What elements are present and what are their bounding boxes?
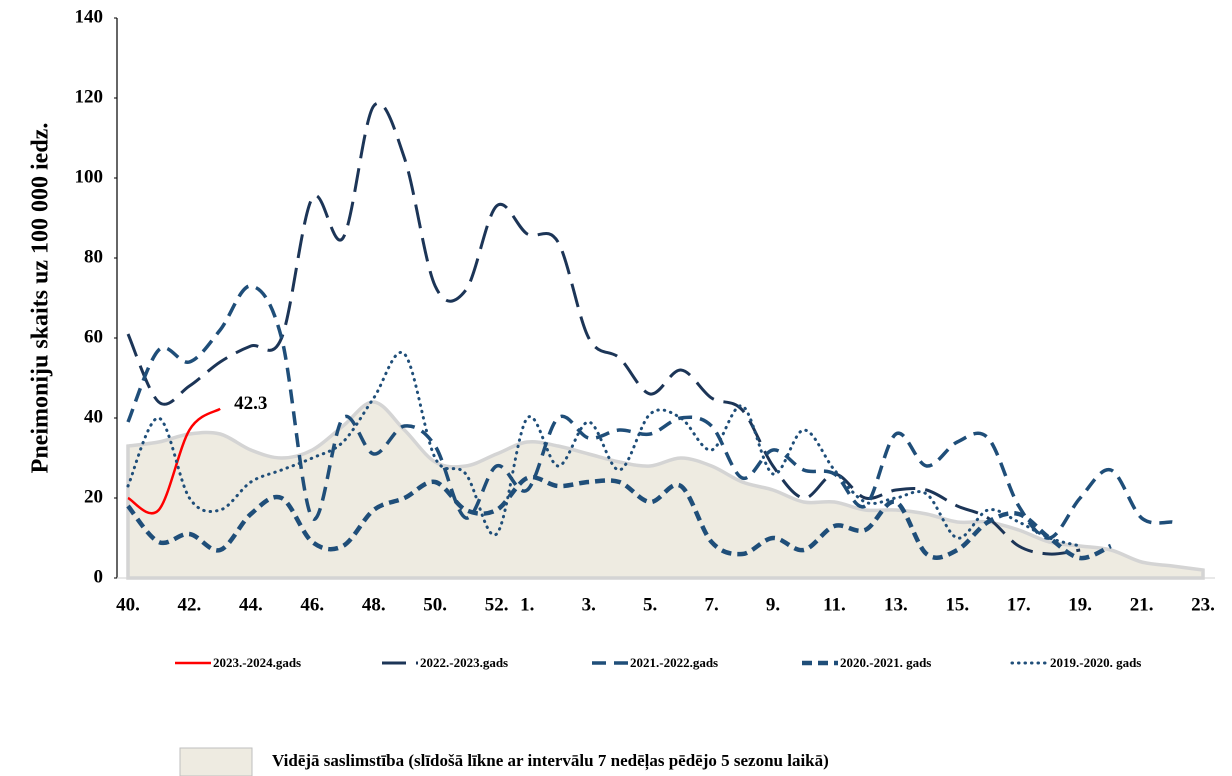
x-tick-label: 15. [945, 594, 969, 615]
x-tick-label: 42. [178, 594, 202, 615]
x-tick-label: 46. [300, 594, 324, 615]
x-tick-label: 1. [520, 594, 534, 615]
legend-label: Vidējā saslimstība (slīdošā līkne ar int… [272, 751, 829, 771]
line [126, 284, 1173, 540]
y-axis-label: Pneimoniju skaits uz 100 000 iedz. [28, 123, 54, 474]
data-label: 42.3 [234, 393, 267, 414]
legend-label: 2022.-2023.gads [420, 655, 508, 670]
x-tick-label: 21. [1130, 594, 1154, 615]
legend-label: 2023.-2024.gads [213, 655, 301, 670]
y-tick-label: 80 [84, 246, 103, 267]
x-tick-label: 5. [643, 594, 657, 615]
x-tick-label: 40. [116, 594, 140, 615]
line [127, 407, 221, 515]
y-tick-label: 120 [75, 86, 104, 107]
legend-swatch [179, 747, 253, 776]
y-tick-label: 20 [84, 486, 103, 507]
x-tick-label: 9. [766, 594, 780, 615]
legend-label: 2020.-2021. gads [840, 655, 931, 670]
x-tick-label: 50. [423, 594, 447, 615]
legend-label: 2021.-2022.gads [630, 655, 718, 670]
x-tick-label: 23. [1191, 594, 1215, 615]
x-tick-label: 3. [582, 594, 596, 615]
y-tick-label: 0 [94, 566, 104, 587]
legend-label: 2019.-2020. gads [1050, 655, 1141, 670]
line [126, 474, 1112, 561]
y-tick-label: 140 [75, 6, 104, 27]
y-tick-label: 100 [75, 166, 104, 187]
x-tick-label: 13. [884, 594, 908, 615]
x-tick-label: 7. [704, 594, 718, 615]
x-tick-label: 11. [823, 594, 846, 615]
y-tick-label: 60 [84, 326, 103, 347]
line [126, 101, 1081, 556]
y-tick-label: 40 [84, 406, 103, 427]
x-tick-label: 48. [362, 594, 386, 615]
x-tick-label: 19. [1068, 594, 1092, 615]
x-tick-label: 52. [485, 594, 509, 615]
x-tick-label: 17. [1007, 594, 1031, 615]
x-tick-label: 44. [239, 594, 263, 615]
